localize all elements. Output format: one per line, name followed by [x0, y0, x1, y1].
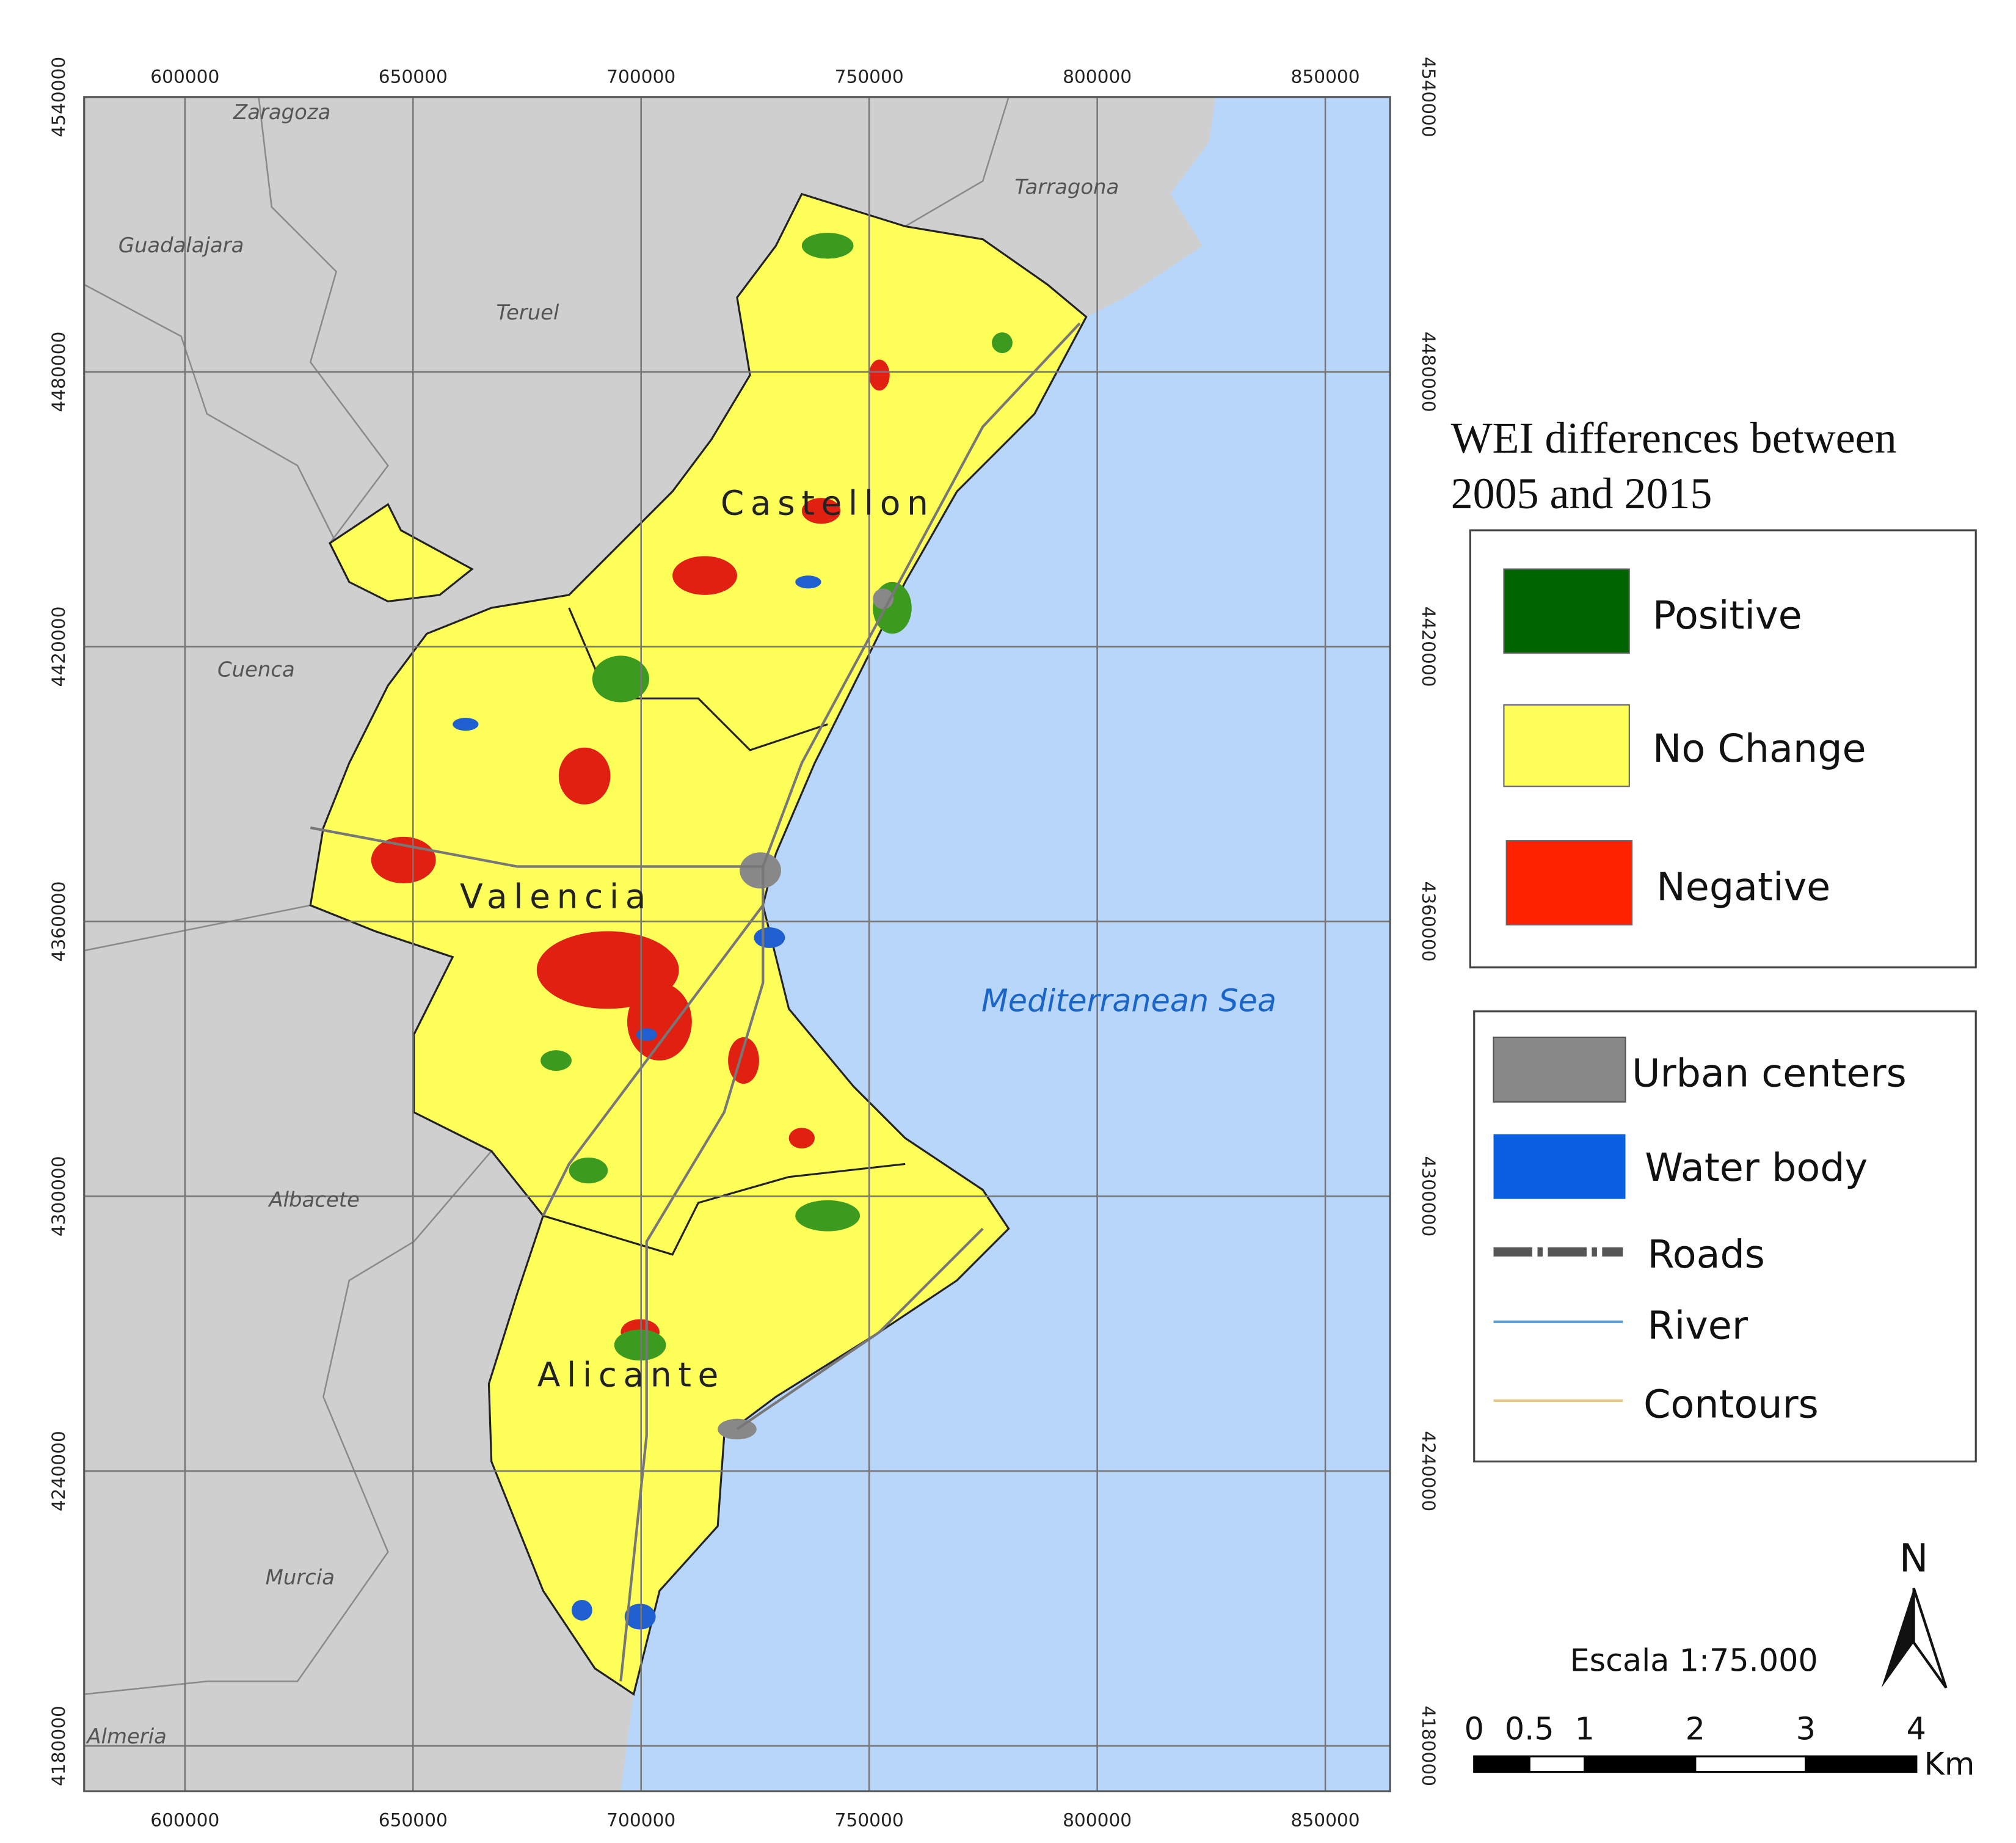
internal-borders	[542, 607, 906, 1256]
sea-label: Mediterranean Sea	[981, 983, 1276, 1019]
y-tick-label: 4360000	[48, 881, 69, 962]
x-tick-label: 800000	[1063, 1809, 1132, 1830]
swatch-no-change	[1503, 704, 1630, 787]
scale-label: 0.5	[1505, 1711, 1554, 1747]
place-label: Murcia	[266, 1566, 335, 1589]
place-label: Guadalajara	[118, 233, 244, 257]
province-label: Valencia	[460, 877, 652, 916]
x-tick-label: 750000	[835, 66, 904, 87]
y-tick-label: 4180000	[1418, 1706, 1439, 1786]
x-tick-label: 650000	[379, 66, 448, 87]
legend-label: Roads	[1647, 1232, 1764, 1277]
place-labels: Zaragoza Tarragona Guadalajara Teruel Ca…	[86, 100, 1276, 1748]
y-tick-label: 4360000	[1418, 881, 1439, 962]
y-tick-label: 4420000	[48, 607, 69, 687]
legend: WEI differences between 2005 and 2015 Po…	[1451, 414, 1977, 1463]
legend-label: Urban centers	[1632, 1050, 1907, 1095]
sea	[620, 97, 1391, 1792]
scale-segment	[1473, 1755, 1530, 1773]
rincon-de-ademuz	[328, 503, 474, 603]
swatch-positive	[1503, 568, 1630, 654]
legend-label: No Change	[1653, 726, 1866, 771]
north-label: N	[1899, 1535, 1929, 1580]
swatch-water	[1493, 1134, 1626, 1199]
y-tick-label: 4300000	[1418, 1156, 1439, 1236]
place-label: Cuenca	[217, 657, 295, 681]
place-label: Albacete	[267, 1188, 359, 1211]
legend-label: Water body	[1645, 1145, 1868, 1190]
x-tick-label: 750000	[835, 1809, 904, 1830]
scale-label: 0	[1465, 1711, 1484, 1747]
x-tick-label: 850000	[1291, 1809, 1360, 1830]
province-label: Castellon	[721, 484, 935, 523]
province-label: Alicante	[537, 1356, 725, 1395]
map	[84, 97, 1391, 1792]
y-tick-label: 4240000	[1418, 1431, 1439, 1511]
scale-label: 3	[1796, 1711, 1816, 1747]
legend-label: Negative	[1656, 864, 1830, 910]
legend-label: Contours	[1643, 1381, 1819, 1426]
swatch-negative	[1505, 840, 1633, 925]
y-tick-label: 4300000	[48, 1156, 69, 1236]
y-tick-label: 4480000	[48, 332, 69, 412]
place-label: Teruel	[496, 301, 559, 324]
legend-label: River	[1647, 1302, 1748, 1348]
place-label: Tarragona	[1014, 175, 1119, 199]
x-tick-label: 700000	[606, 66, 675, 87]
scale-bar: 0 0.5 1 2 3 4Km	[1465, 1711, 1975, 1782]
scale-label: 2	[1686, 1711, 1705, 1747]
arrow-right	[1912, 1588, 1948, 1689]
place-label: Almeria	[86, 1724, 166, 1748]
province-borders	[84, 97, 1010, 1695]
place-label: Zaragoza	[233, 100, 330, 124]
y-tick-label: 4540000	[1418, 57, 1439, 137]
scale-segment	[1694, 1755, 1807, 1773]
y-tick-label: 4480000	[1418, 332, 1439, 412]
y-tick-label: 4420000	[1418, 607, 1439, 687]
x-tick-label: 700000	[606, 1809, 675, 1830]
negative-areas	[371, 359, 890, 1345]
map-frame	[83, 96, 1391, 1792]
y-tick-label: 4540000	[48, 57, 69, 137]
scale-text: Escala 1:75.000	[1570, 1642, 1818, 1678]
x-tick-label: 600000	[150, 1809, 219, 1830]
roads	[310, 322, 1081, 1682]
scale-label: 4	[1907, 1711, 1926, 1747]
legend-title: WEI differences between	[1451, 414, 1897, 462]
scale-segment	[1528, 1755, 1586, 1773]
legend-title: 2005 and 2015	[1451, 469, 1712, 518]
x-tick-label: 800000	[1063, 66, 1132, 87]
x-tick-label: 600000	[150, 66, 219, 87]
scale-unit: Km	[1924, 1746, 1975, 1782]
legend-label: Positive	[1653, 593, 1802, 638]
x-tick-label: 650000	[379, 1809, 448, 1830]
north-arrow: N	[1881, 1535, 1948, 1689]
scale-segment	[1584, 1755, 1697, 1773]
graticule: 600000 600000 650000 650000 700000 700000 7500…	[48, 57, 1439, 1831]
scale-label: 1	[1575, 1711, 1595, 1747]
swatch-urban	[1493, 1036, 1626, 1103]
y-tick-label: 4240000	[48, 1431, 69, 1511]
y-tick-label: 4180000	[48, 1706, 69, 1786]
arrow-left	[1881, 1588, 1914, 1688]
x-tick-label: 850000	[1291, 66, 1360, 87]
scale-segment	[1805, 1755, 1918, 1773]
